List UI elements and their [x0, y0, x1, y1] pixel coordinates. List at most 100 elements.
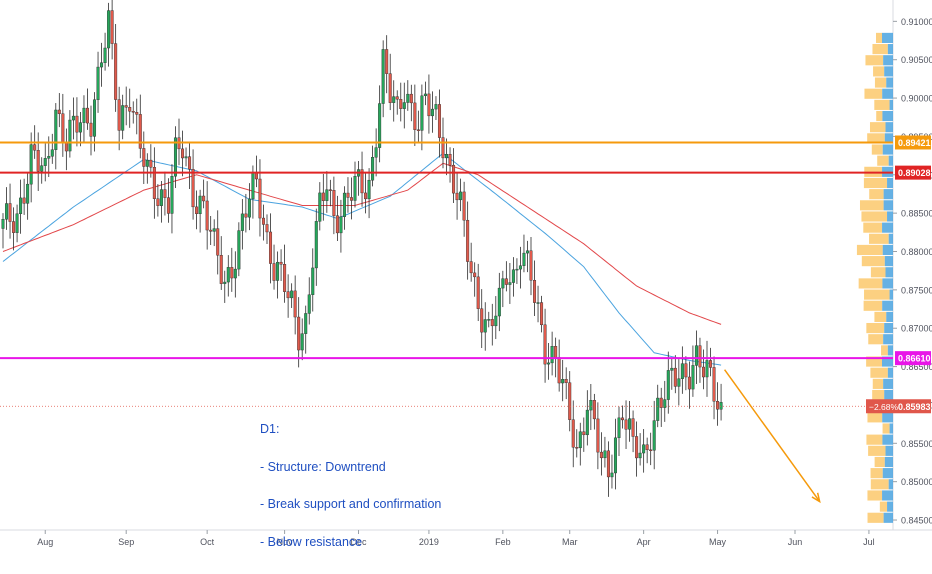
candle-body	[318, 192, 322, 222]
candle-body	[709, 360, 713, 368]
candle-body	[304, 313, 308, 334]
y-tick-label: 0.91000	[901, 17, 932, 27]
candle-body	[416, 129, 420, 131]
volume-profile-bar	[883, 200, 893, 211]
candle-body	[525, 250, 529, 254]
candle-body	[283, 264, 287, 292]
x-tick-label: May	[709, 537, 727, 547]
volume-profile-bar	[863, 222, 883, 233]
candle-body	[191, 169, 195, 208]
volume-profile-bar	[885, 122, 893, 133]
annotation-line-2: - Structure: Downtrend	[260, 459, 386, 474]
candle-body	[75, 115, 79, 133]
candle-body	[22, 197, 26, 204]
volume-profile-bar	[884, 256, 893, 267]
volume-profile-bar	[864, 289, 890, 300]
candle-body	[392, 96, 396, 103]
candle-body	[645, 444, 649, 451]
candle-body	[149, 159, 153, 168]
candle-body	[321, 192, 325, 201]
candle-body	[448, 154, 452, 166]
candle-body	[286, 291, 290, 299]
candle-body	[93, 99, 97, 137]
y-tick-label: 0.90500	[901, 55, 932, 65]
volume-profile-bar	[870, 267, 886, 278]
candle-body	[441, 137, 445, 159]
candle-body	[342, 192, 346, 217]
candle-body	[335, 215, 339, 234]
candle-body	[694, 345, 698, 366]
candle-body	[663, 399, 667, 408]
volume-profile-bar	[863, 300, 883, 311]
candle-body	[276, 261, 280, 281]
candle-body	[57, 109, 61, 114]
candle-body	[230, 267, 234, 279]
candle-body	[332, 190, 336, 216]
volume-profile-bar	[882, 434, 893, 445]
candle-body	[684, 363, 688, 378]
y-tick-label: 0.86500	[901, 362, 932, 372]
candle-body	[511, 269, 515, 283]
x-tick-label: Sep	[118, 537, 134, 547]
candle-body	[237, 230, 241, 270]
level-label-bg	[895, 351, 931, 366]
candle-body	[613, 437, 617, 474]
candle-body	[652, 420, 656, 451]
candle-body	[631, 418, 635, 437]
candle-body	[635, 436, 639, 459]
volume-profile-bar	[885, 267, 893, 278]
volume-profile-bar	[866, 356, 882, 367]
candle-body	[557, 357, 561, 384]
volume-profile-bar	[888, 155, 893, 166]
candle-body	[554, 346, 558, 358]
x-tick-label: Dec	[351, 537, 368, 547]
candle-body	[603, 450, 607, 459]
volume-profile-bar	[868, 334, 884, 345]
volume-profile-bar	[886, 77, 893, 88]
candle-body	[469, 261, 473, 274]
volume-profile-bar	[887, 177, 893, 189]
candle-body	[131, 111, 135, 113]
candle-body	[195, 206, 199, 215]
volume-profile-bar	[884, 133, 893, 144]
volume-profile-bar	[870, 468, 883, 479]
volume-profile-bar	[861, 211, 888, 222]
candle-body	[589, 400, 593, 411]
candle-body	[494, 315, 498, 327]
volume-profile-bar	[867, 490, 883, 501]
y-tick-label: 0.84500	[901, 516, 932, 526]
y-tick-label: 0.85500	[901, 439, 932, 449]
candle-body	[82, 107, 86, 123]
volume-profile-bar	[888, 479, 893, 490]
candle-body	[550, 346, 554, 364]
candle-body	[617, 417, 621, 439]
candle-body	[666, 370, 670, 400]
candle-body	[480, 308, 484, 333]
candle-body	[173, 137, 177, 177]
candle-body	[297, 316, 301, 351]
volume-profile-bar	[870, 367, 888, 378]
candle-body	[420, 95, 424, 131]
candle-body	[673, 367, 677, 387]
candle-body	[536, 302, 540, 304]
volume-profile-bar	[867, 512, 884, 523]
annotation-line-3: - Break support and confirmation	[260, 497, 442, 511]
volume-profile-bar	[869, 233, 889, 244]
candle-body	[12, 221, 16, 233]
candle-body	[568, 382, 572, 420]
volume-profile-bar	[859, 200, 884, 211]
volume-profile-bar	[869, 122, 886, 133]
volume-profile-bar	[879, 501, 888, 512]
volume-profile-bar	[884, 66, 893, 77]
volume-profile-bar	[872, 389, 885, 401]
y-tick-label: 0.87500	[901, 285, 932, 295]
candle-body	[504, 278, 508, 285]
candle-body	[413, 102, 417, 130]
volume-profile-bar	[882, 490, 893, 501]
candle-body	[427, 93, 431, 117]
candle-body	[5, 203, 9, 220]
candle-body	[476, 276, 480, 309]
candle-body	[582, 431, 586, 436]
y-tick-label: 0.90000	[901, 94, 932, 104]
candle-body	[26, 183, 30, 204]
